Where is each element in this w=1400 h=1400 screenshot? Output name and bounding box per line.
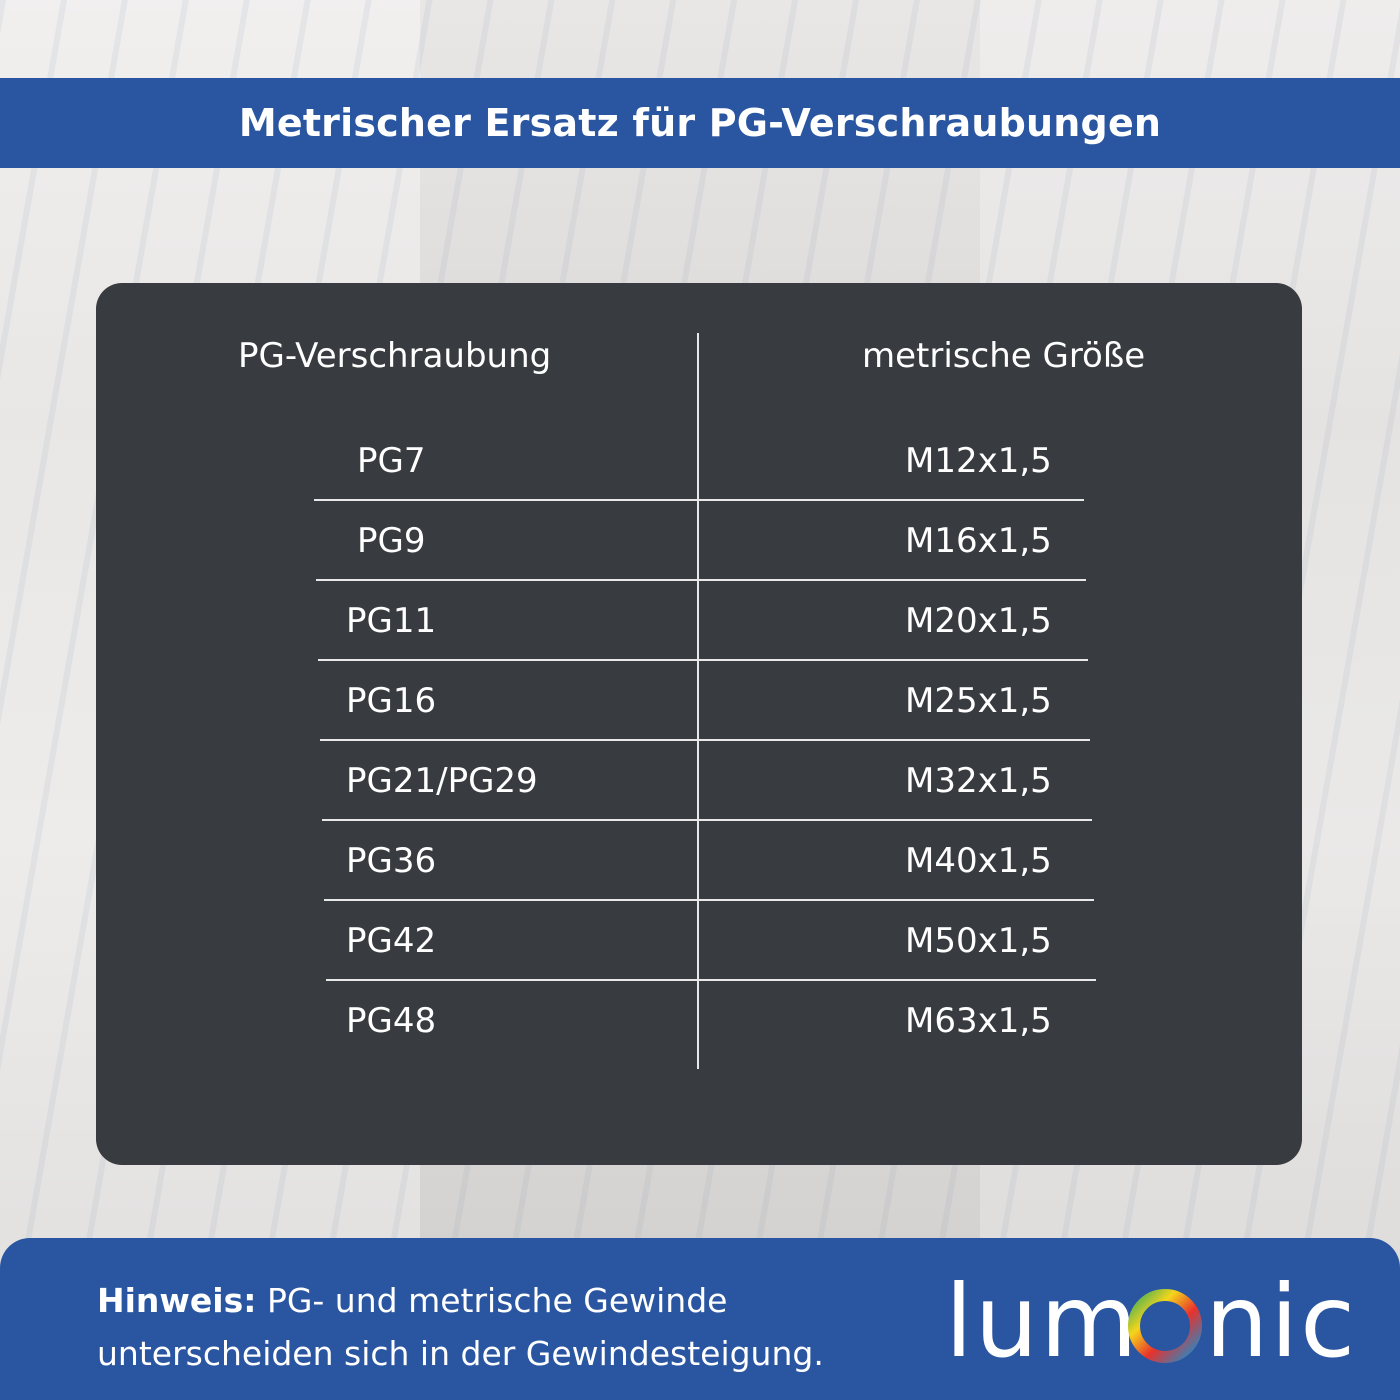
row-divider <box>324 899 1094 901</box>
cell-metric: M20x1,5 <box>905 601 1052 641</box>
column-header-metric: metrische Größe <box>862 336 1146 376</box>
row-divider <box>316 579 1086 581</box>
cell-metric: M16x1,5 <box>905 521 1052 561</box>
cell-metric: M40x1,5 <box>905 841 1052 881</box>
conversion-table <box>96 283 1302 1165</box>
title-bar: Metrischer Ersatz für PG-Verschraubungen <box>0 78 1400 168</box>
cell-metric: M12x1,5 <box>905 441 1052 481</box>
cell-pg: PG36 <box>346 841 437 881</box>
row-divider <box>314 499 1084 501</box>
column-divider <box>697 333 699 1069</box>
row-divider <box>318 659 1088 661</box>
svg-text:lum: lum <box>945 1268 1140 1378</box>
cell-pg: PG9 <box>357 521 426 561</box>
footer-bar <box>0 1238 1400 1400</box>
lumonic-logo: lum nic <box>945 1268 1355 1378</box>
cell-metric: M32x1,5 <box>905 761 1052 801</box>
cell-pg: PG48 <box>346 1001 437 1041</box>
row-divider <box>322 819 1092 821</box>
cell-pg: PG16 <box>346 681 437 721</box>
row-divider <box>326 979 1096 981</box>
cell-pg: PG21/PG29 <box>346 761 538 801</box>
cell-metric: M25x1,5 <box>905 681 1052 721</box>
note-label: Hinweis: <box>97 1281 257 1320</box>
cell-pg: PG11 <box>346 601 437 641</box>
svg-text:nic: nic <box>1205 1268 1355 1378</box>
row-divider <box>320 739 1090 741</box>
page-title: Metrischer Ersatz für PG-Verschraubungen <box>238 101 1162 145</box>
note-line-2: unterscheiden sich in der Gewindesteigun… <box>97 1334 824 1373</box>
column-header-pg: PG-Verschraubung <box>238 336 552 376</box>
cell-pg: PG7 <box>357 441 426 481</box>
cell-pg: PG42 <box>346 921 437 961</box>
cell-metric: M63x1,5 <box>905 1001 1052 1041</box>
note-line-1: PG- und metrische Gewinde <box>256 1281 728 1320</box>
note-text: Hinweis: PG- und metrische Gewinde unters… <box>97 1274 824 1380</box>
cell-metric: M50x1,5 <box>905 921 1052 961</box>
